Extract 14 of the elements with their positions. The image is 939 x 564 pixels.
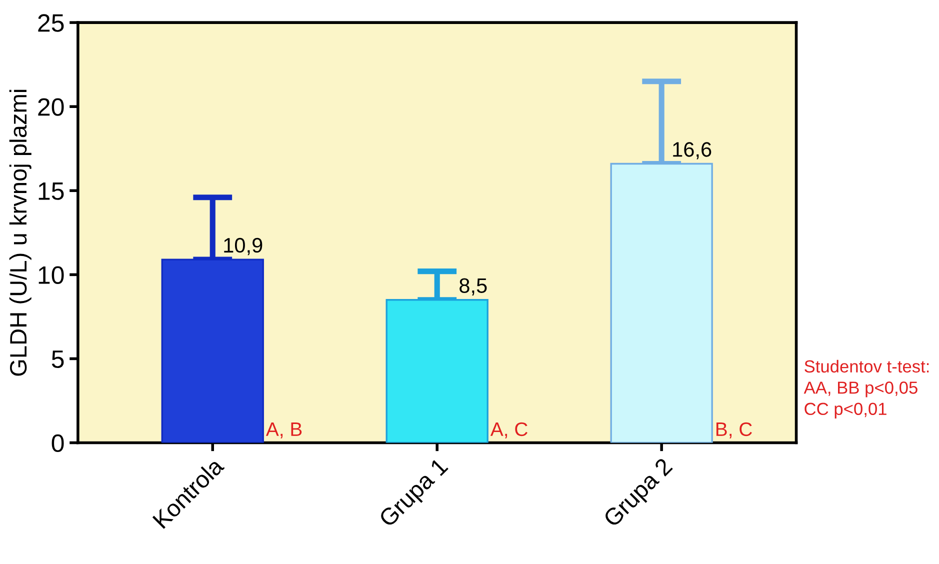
data-label: 16,6	[673, 142, 712, 160]
annotation: A, C	[490, 422, 528, 438]
y-tick-label: 20	[38, 98, 64, 116]
y-tick-label: 5	[52, 350, 64, 368]
y-tick-label: 10	[38, 266, 64, 284]
data-label: 8,5	[460, 278, 487, 296]
text: Studentov t-test: AA, BB p<0,05 CC p<0,01	[804, 360, 929, 418]
y-axis-title: GLDH (U/L) u krvnoj plazmi	[9, 90, 32, 376]
annotation: B, C	[716, 422, 752, 438]
annotation: A, B	[266, 422, 302, 438]
y-tick-label: 15	[38, 182, 64, 200]
data-label: 10,9	[224, 238, 262, 256]
y-tick-label: 25	[38, 14, 64, 32]
y-tick-label: 0	[52, 434, 64, 452]
